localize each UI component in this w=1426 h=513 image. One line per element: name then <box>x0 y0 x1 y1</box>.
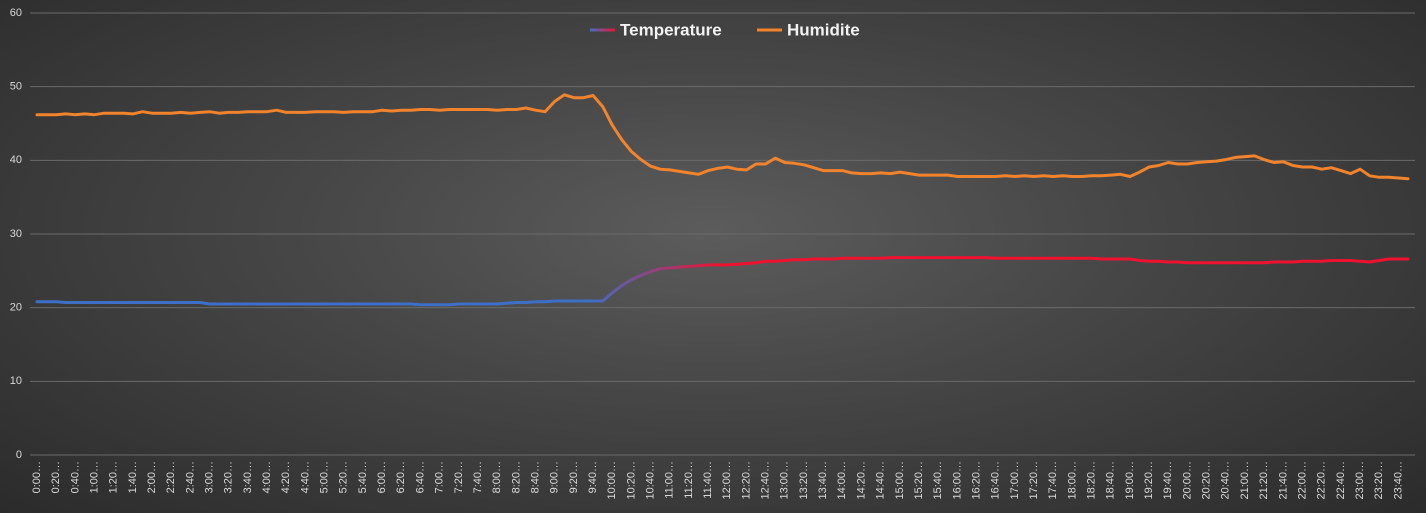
x-tick-label: 20:20… <box>1201 461 1213 500</box>
x-tick-label: 22:00… <box>1296 461 1308 500</box>
x-tick-label: 18:40… <box>1105 461 1117 500</box>
x-tick-label: 11:20… <box>683 461 695 499</box>
x-tick-label: 15:20… <box>913 461 925 500</box>
x-tick-label: 5:40… <box>357 461 369 493</box>
x-tick-label: 17:00… <box>1009 461 1021 500</box>
legend-label: Humidite <box>787 20 860 39</box>
x-tick-label: 18:20… <box>1086 461 1098 500</box>
data-line <box>35 256 1410 307</box>
x-tick-label: 4:20… <box>280 461 292 493</box>
x-tick-label: 19:20… <box>1143 461 1155 500</box>
x-tick-label: 22:20… <box>1316 461 1328 500</box>
x-tick-label: 12:20… <box>740 461 752 500</box>
x-tick-label: 10:00… <box>606 461 618 500</box>
x-tick-label: 9:40… <box>587 461 599 493</box>
x-tick-label: 0:00… <box>31 461 43 493</box>
x-tick-label: 1:00… <box>88 461 100 493</box>
x-tick-label: 11:00… <box>664 461 676 499</box>
x-tick-label: 3:00… <box>203 461 215 493</box>
x-tick-label: 12:00… <box>721 461 733 500</box>
x-tick-label: 19:40… <box>1162 461 1174 500</box>
x-tick-label: 21:40… <box>1277 461 1289 500</box>
x-tick-label: 5:00… <box>319 461 331 493</box>
x-tick-label: 17:40… <box>1047 461 1059 500</box>
x-tick-label: 8:00… <box>491 461 503 493</box>
x-tick-label: 10:20… <box>625 461 637 500</box>
x-tick-label: 12:40… <box>760 461 772 500</box>
legend-label: Temperature <box>620 20 722 39</box>
x-tick-label: 10:40… <box>645 461 657 500</box>
x-tick-label: 2:00… <box>146 461 158 493</box>
x-tick-label: 8:40… <box>529 461 541 493</box>
x-tick-label: 13:00… <box>779 461 791 500</box>
y-tick-label: 40 <box>10 154 22 166</box>
x-tick-label: 15:00… <box>894 461 906 500</box>
x-tick-label: 16:00… <box>951 461 963 500</box>
x-tick-label: 22:40… <box>1335 461 1347 500</box>
x-tick-label: 14:00… <box>836 461 848 500</box>
x-tick-label: 3:40… <box>242 461 254 493</box>
x-tick-label: 23:40… <box>1392 461 1404 500</box>
x-tick-label: 21:20… <box>1258 461 1270 500</box>
x-tick-label: 13:20… <box>798 461 810 500</box>
y-tick-label: 0 <box>16 449 22 461</box>
x-tick-label: 18:00… <box>1066 461 1078 500</box>
x-tick-label: 14:20… <box>855 461 867 500</box>
y-tick-label: 30 <box>10 228 22 240</box>
x-tick-label: 7:20… <box>453 461 465 493</box>
x-tick-label: 9:20… <box>568 461 580 493</box>
x-tick-label: 0:20… <box>50 461 62 493</box>
x-tick-label: 9:00… <box>549 461 561 493</box>
x-tick-label: 16:20… <box>970 461 982 500</box>
y-tick-label: 60 <box>10 7 22 19</box>
x-tick-label: 20:40… <box>1220 461 1232 500</box>
y-tick-label: 20 <box>10 302 22 314</box>
x-tick-label: 14:40… <box>875 461 887 500</box>
x-tick-label: 23:20… <box>1373 461 1385 500</box>
x-tick-label: 7:00… <box>434 461 446 493</box>
x-tick-label: 6:40… <box>414 461 426 493</box>
x-tick-label: 4:00… <box>261 461 273 493</box>
x-tick-label: 1:20… <box>108 461 120 493</box>
x-tick-label: 6:00… <box>376 461 388 493</box>
x-tick-label: 16:40… <box>990 461 1002 500</box>
x-tick-label: 13:40… <box>817 461 829 500</box>
x-tick-label: 17:20… <box>1028 461 1040 500</box>
data-line <box>35 93 1410 181</box>
x-tick-label: 2:20… <box>165 461 177 493</box>
x-tick-label: 2:40… <box>184 461 196 493</box>
x-tick-label: 15:40… <box>932 461 944 500</box>
x-tick-label: 0:40… <box>69 461 81 493</box>
x-tick-label: 1:40… <box>127 461 139 493</box>
x-tick-label: 23:00… <box>1354 461 1366 500</box>
x-tick-label: 11:40… <box>702 461 714 499</box>
x-tick-label: 4:40… <box>299 461 311 493</box>
y-tick-label: 10 <box>10 375 22 387</box>
x-tick-label: 21:00… <box>1239 461 1251 500</box>
y-tick-label: 50 <box>10 81 22 93</box>
x-tick-label: 3:20… <box>223 461 235 493</box>
x-tick-label: 20:00… <box>1181 461 1193 500</box>
x-tick-label: 6:20… <box>395 461 407 493</box>
x-tick-label: 8:20… <box>510 461 522 493</box>
x-tick-label: 5:20… <box>338 461 350 493</box>
x-tick-label: 19:00… <box>1124 461 1136 500</box>
x-tick-label: 7:40… <box>472 461 484 493</box>
